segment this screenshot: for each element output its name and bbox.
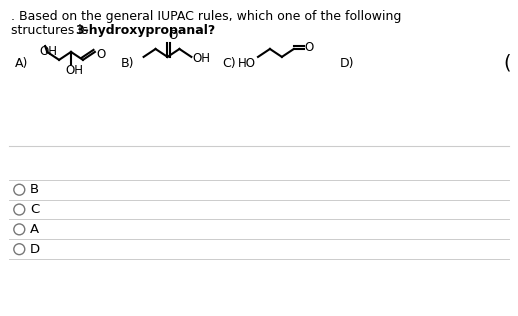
Text: B: B — [30, 183, 39, 196]
Text: OH: OH — [65, 64, 83, 77]
Text: OH: OH — [192, 52, 210, 65]
Text: C: C — [30, 203, 39, 216]
Text: OH: OH — [39, 45, 57, 58]
Circle shape — [14, 184, 25, 195]
Text: D): D) — [340, 57, 354, 70]
Text: HO: HO — [238, 57, 256, 70]
Circle shape — [14, 204, 25, 215]
Text: O: O — [96, 48, 105, 61]
Text: 3-hydroxypropanal?: 3-hydroxypropanal? — [75, 24, 215, 37]
Text: . Based on the general IUPAC rules, which one of the following: . Based on the general IUPAC rules, whic… — [11, 10, 402, 23]
Text: O: O — [168, 29, 178, 42]
Text: D: D — [30, 243, 40, 256]
Text: structures is: structures is — [11, 24, 93, 37]
Text: A): A) — [16, 57, 28, 70]
Text: B): B) — [121, 57, 134, 70]
Circle shape — [14, 224, 25, 235]
Text: C): C) — [222, 57, 236, 70]
Text: (: ( — [503, 54, 511, 73]
Circle shape — [14, 244, 25, 255]
Text: A: A — [30, 223, 39, 236]
Text: O: O — [305, 41, 314, 54]
